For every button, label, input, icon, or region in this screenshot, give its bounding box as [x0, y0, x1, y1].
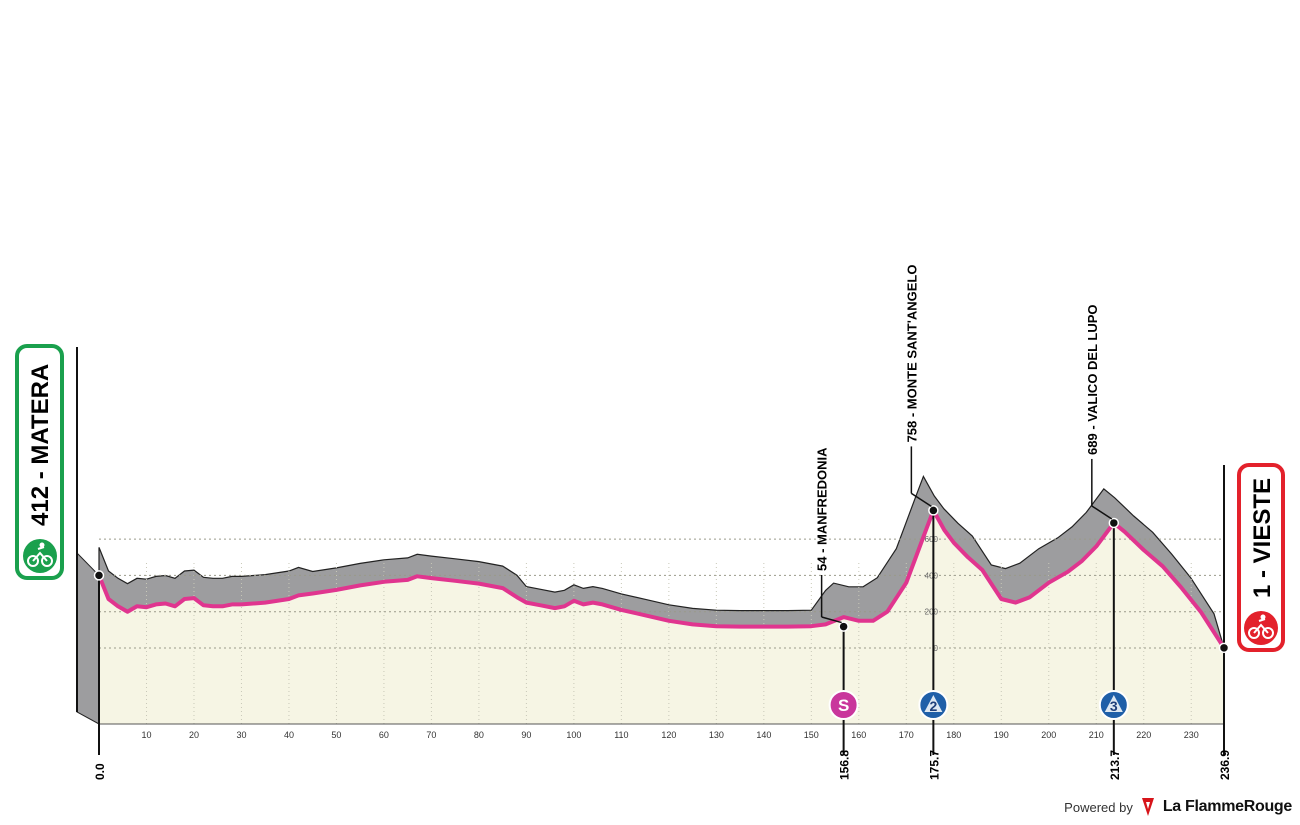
climb-badge-label: 2 [929, 698, 937, 714]
climb-point-dot [1108, 517, 1120, 529]
finish-cyclist-icon [1244, 611, 1278, 645]
finish-badge [1237, 463, 1285, 652]
finish-label: 1 - VIESTE [1249, 478, 1276, 598]
climb-label: 758 - MONTE SANT'ANGELO [904, 265, 919, 443]
climb-point-dot [928, 505, 939, 516]
x-tick-label: 200 [1041, 730, 1056, 740]
grid-layer: 0 200 400 600 [99, 535, 1224, 724]
climb-1-km-label: 175.7 [927, 750, 941, 780]
finish-bike-frame [1253, 618, 1269, 634]
mountain-icon [1104, 695, 1123, 712]
x-tick-label: 140 [756, 730, 771, 740]
mountain-icon [924, 695, 943, 712]
start-wheel [41, 555, 53, 567]
finish-km-label: 236.9 [1218, 750, 1232, 780]
flamme-rouge-logo-icon [1141, 798, 1154, 816]
elevation-tick-label: 400 [925, 571, 939, 580]
x-tick-label: 90 [521, 730, 531, 740]
x-tick-label: 50 [331, 730, 341, 740]
sprint-badge-label: S [838, 696, 849, 715]
x-tick-label: 40 [284, 730, 294, 740]
x-tick-label: 230 [1184, 730, 1199, 740]
climb-label-leader [1091, 505, 1113, 520]
elevation-tick-label: 200 [925, 608, 939, 617]
x-tick-label: 170 [899, 730, 914, 740]
climb-label: 689 - VALICO DEL LUPO [1085, 304, 1100, 455]
start-bike-frame [32, 546, 48, 562]
x-tick-label: 30 [236, 730, 246, 740]
start-finish-layer: 0.0 412 - MATERA 236.9 1 - VIESTE [15, 344, 1285, 780]
x-tick-label: 130 [709, 730, 724, 740]
brand-name: La FlammeRouge [1162, 798, 1292, 815]
finish-wheel [1248, 627, 1260, 639]
start-label: 412 - MATERA [27, 364, 54, 526]
finish-rider-head [1260, 614, 1266, 620]
x-tick-label: 180 [946, 730, 961, 740]
x-tick-label: 190 [994, 730, 1009, 740]
x-tick-label: 220 [1136, 730, 1151, 740]
x-tick-label: 110 [614, 730, 628, 740]
start-km-label: 0.0 [93, 763, 107, 780]
x-tick-label: 100 [566, 730, 581, 740]
profile-area-layer [99, 510, 1224, 724]
x-axis-layer: 10 20 30 40 50 60 70 80 90 100 110 120 130 140 150 160 1… [99, 723, 1224, 740]
powered-by-text: Powered by [1064, 799, 1133, 815]
profile-area [99, 510, 1224, 724]
x-tick-label: 20 [189, 730, 199, 740]
elevation-tick-label: 0 [934, 644, 939, 653]
start-wheel [27, 555, 39, 567]
climb-label-leader [910, 492, 932, 508]
sprint-label-leader [821, 616, 842, 624]
x-tick-label: 150 [804, 730, 819, 740]
start-badge [15, 344, 64, 580]
start-dot [93, 570, 105, 581]
x-tick-label: 60 [379, 730, 389, 740]
x-tick-label: 80 [474, 730, 484, 740]
sprint-label: 54 - MANFREDONIA [815, 447, 830, 571]
finish-dot [1218, 642, 1230, 654]
x-tick-label: 160 [851, 730, 866, 740]
route-line [97, 508, 1226, 649]
sprint-0-km-label: 156.8 [838, 750, 852, 780]
x-tick-label: 210 [1089, 730, 1104, 740]
route-layer [97, 508, 1226, 649]
climb-2-km-label: 213.7 [1108, 750, 1122, 780]
x-tick-label: 70 [426, 730, 436, 740]
finish-wheel [1262, 627, 1274, 639]
sprint-badge-icon [828, 690, 859, 720]
branding: Powered by La FlammeRouge [1064, 797, 1292, 817]
start-rider-head [39, 542, 45, 548]
x-tick-label: 10 [141, 730, 151, 740]
x-tick-label: 120 [661, 730, 676, 740]
sprint-point-dot [838, 621, 849, 632]
poi-layer: 156.8 54 - MANFREDONIA S 175.7 758 - MONTE S… [815, 265, 1129, 780]
climb-badge-label: 3 [1110, 698, 1118, 714]
start-cyclist-icon [23, 539, 57, 573]
elevation-tick-label: 600 [925, 535, 939, 544]
